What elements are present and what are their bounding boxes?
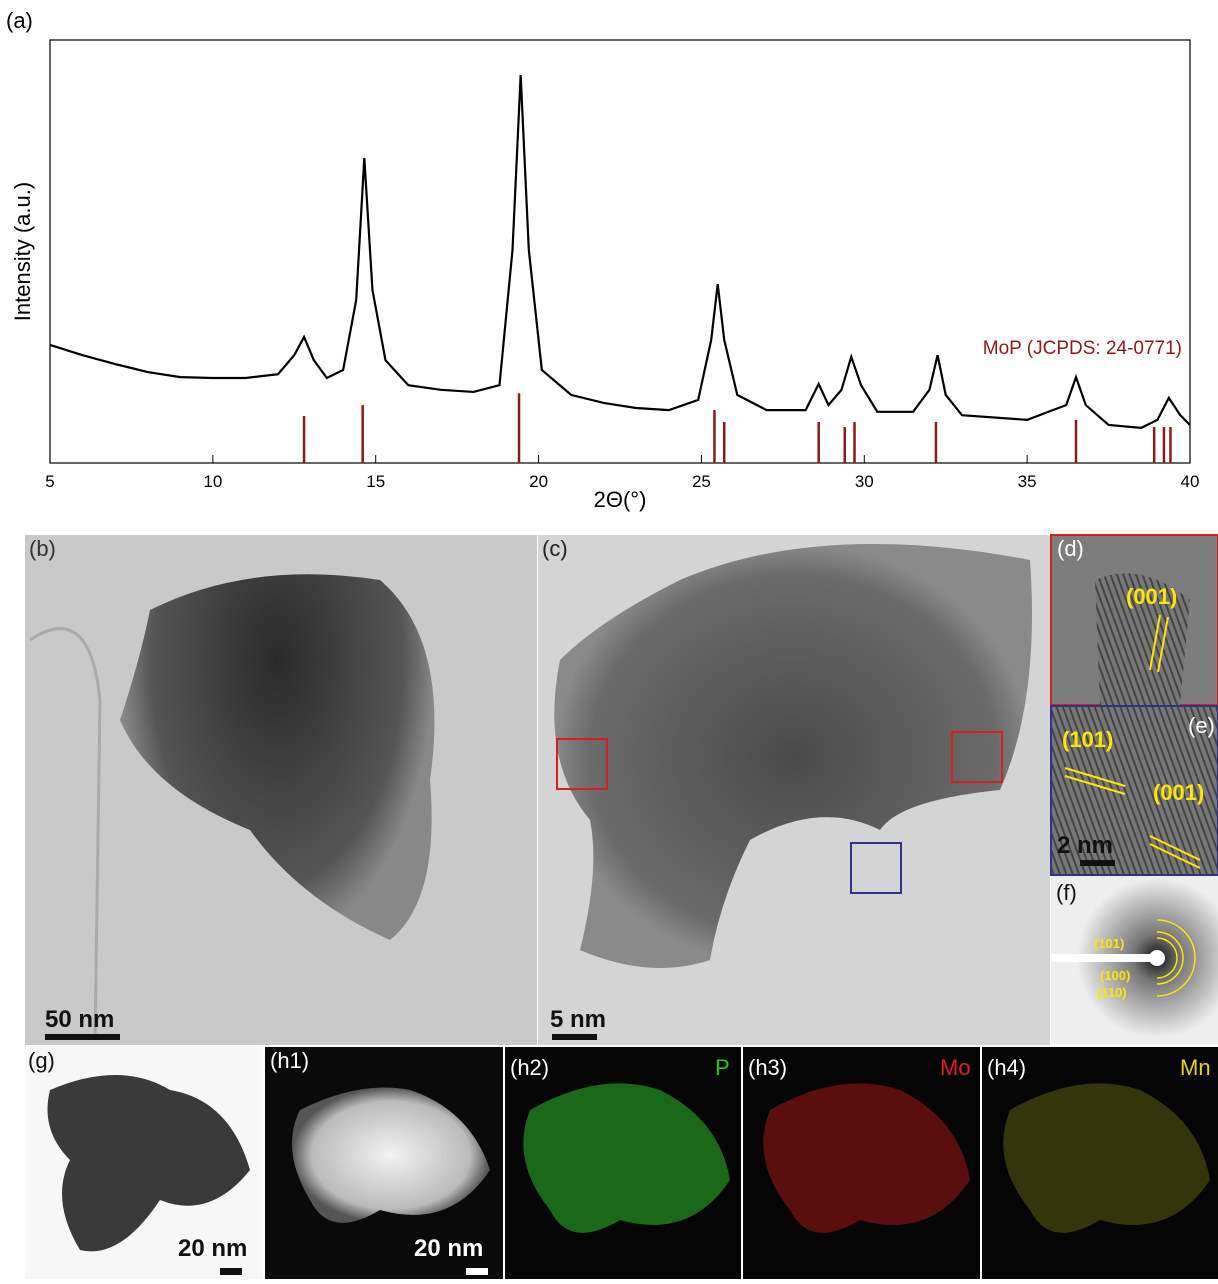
figure: (a) 5 10 15 20 25 30 35 40 2Θ(°) Intensity (a.u.)… (0, 0, 1218, 1279)
panel-label: (d) (1057, 536, 1084, 561)
element-label: Mn (1180, 1055, 1211, 1080)
panel-f: (f) (101) (100) (110) (1051, 876, 1218, 1044)
scale-bar-label: 5 nm (550, 1006, 606, 1033)
x-tick-label: 10 (203, 472, 222, 491)
y-axis-label: Intensity (a.u.) (10, 182, 35, 321)
scale-bar-label: 50 nm (45, 1006, 114, 1033)
xrd-curve (50, 75, 1190, 428)
panel-h3: (h3) Mo (743, 1047, 980, 1279)
lattice-label: (001) (1126, 584, 1177, 609)
plot-frame (50, 40, 1190, 463)
x-tick-label: 25 (692, 472, 711, 491)
panel-c: (c) 5 nm (538, 535, 1050, 1045)
x-tick-label: 20 (529, 472, 548, 491)
x-tick-label: 35 (1018, 472, 1037, 491)
ring-label: (101) (1094, 936, 1124, 951)
ring-label: (100) (1100, 968, 1130, 983)
scale-bar-label: 2 nm (1057, 832, 1113, 859)
panel-h2: (h2) P (505, 1047, 741, 1279)
reference-label: MoP (JCPDS: 24-0771) (983, 338, 1182, 359)
panel-label: (a) (6, 8, 33, 33)
panel-label: (c) (542, 536, 568, 561)
scale-bar-label: 20 nm (414, 1235, 483, 1262)
ring-label: (110) (1097, 985, 1127, 1000)
panel-label: (h2) (510, 1055, 549, 1080)
panel-d: (d) (001) (1051, 535, 1218, 705)
scale-bar-label: 20 nm (178, 1235, 247, 1262)
panel-b: (b) 50 nm (25, 380, 537, 1045)
panel-label: (e) (1188, 713, 1215, 738)
panel-label: (h3) (748, 1055, 787, 1080)
panel-h4: (h4) Mn (982, 1047, 1218, 1279)
panel-label: (h4) (987, 1055, 1026, 1080)
x-tick-label: 15 (366, 472, 385, 491)
panel-label: (b) (29, 536, 56, 561)
xrd-chart: 5 10 15 20 25 30 35 40 2Θ(°) Intensity (a.u.) MoP … (10, 40, 1199, 512)
panel-h1: (h1) 20 nm (265, 1047, 503, 1279)
lattice-label: (001) (1153, 780, 1204, 805)
lattice-label: (101) (1062, 727, 1113, 752)
x-tick-label: 30 (855, 472, 874, 491)
element-label: P (715, 1055, 730, 1080)
x-tick-label: 40 (1181, 472, 1200, 491)
x-tick-label: 5 (45, 472, 54, 491)
element-label: Mo (940, 1055, 971, 1080)
x-axis-label: 2Θ(°) (594, 487, 647, 512)
panel-label: (g) (28, 1048, 55, 1073)
panel-label: (f) (1056, 880, 1077, 905)
panel-e: (e) (101) (001) 2 nm (1051, 706, 1218, 875)
panel-g: (g) 20 nm (25, 1047, 263, 1279)
panel-label: (h1) (270, 1048, 309, 1073)
